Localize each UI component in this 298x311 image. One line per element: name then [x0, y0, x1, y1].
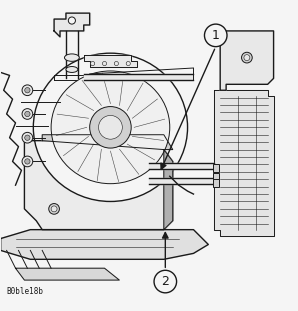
Polygon shape	[15, 268, 119, 280]
Ellipse shape	[64, 54, 79, 61]
Circle shape	[90, 107, 131, 148]
Bar	[213, 173, 219, 181]
Text: 1: 1	[212, 29, 220, 42]
Text: 2: 2	[162, 275, 169, 288]
Circle shape	[154, 270, 177, 293]
Circle shape	[114, 62, 118, 66]
Circle shape	[99, 115, 122, 139]
Ellipse shape	[33, 53, 187, 202]
Polygon shape	[164, 150, 173, 230]
Circle shape	[68, 17, 75, 24]
Circle shape	[51, 206, 57, 212]
Circle shape	[126, 62, 130, 66]
Polygon shape	[1, 230, 208, 259]
Polygon shape	[149, 163, 214, 169]
Circle shape	[22, 109, 33, 119]
Circle shape	[242, 52, 252, 63]
Bar	[213, 179, 219, 187]
Circle shape	[25, 135, 30, 140]
Ellipse shape	[66, 67, 78, 72]
Polygon shape	[24, 141, 173, 230]
Circle shape	[49, 204, 59, 214]
Circle shape	[22, 85, 33, 95]
Circle shape	[22, 132, 33, 143]
Text: B0ble18b: B0ble18b	[7, 287, 44, 296]
Polygon shape	[54, 75, 134, 80]
Circle shape	[25, 159, 30, 164]
Polygon shape	[84, 74, 193, 80]
Circle shape	[204, 24, 227, 47]
Polygon shape	[149, 178, 214, 184]
Bar	[213, 165, 219, 172]
Polygon shape	[214, 90, 274, 236]
Polygon shape	[54, 13, 90, 37]
Circle shape	[25, 111, 30, 117]
Ellipse shape	[51, 71, 170, 184]
Circle shape	[25, 88, 30, 93]
Polygon shape	[84, 55, 137, 67]
Polygon shape	[42, 135, 173, 150]
Polygon shape	[220, 31, 274, 90]
Circle shape	[22, 156, 33, 167]
Circle shape	[91, 62, 95, 66]
Circle shape	[244, 55, 250, 61]
Circle shape	[103, 62, 107, 66]
